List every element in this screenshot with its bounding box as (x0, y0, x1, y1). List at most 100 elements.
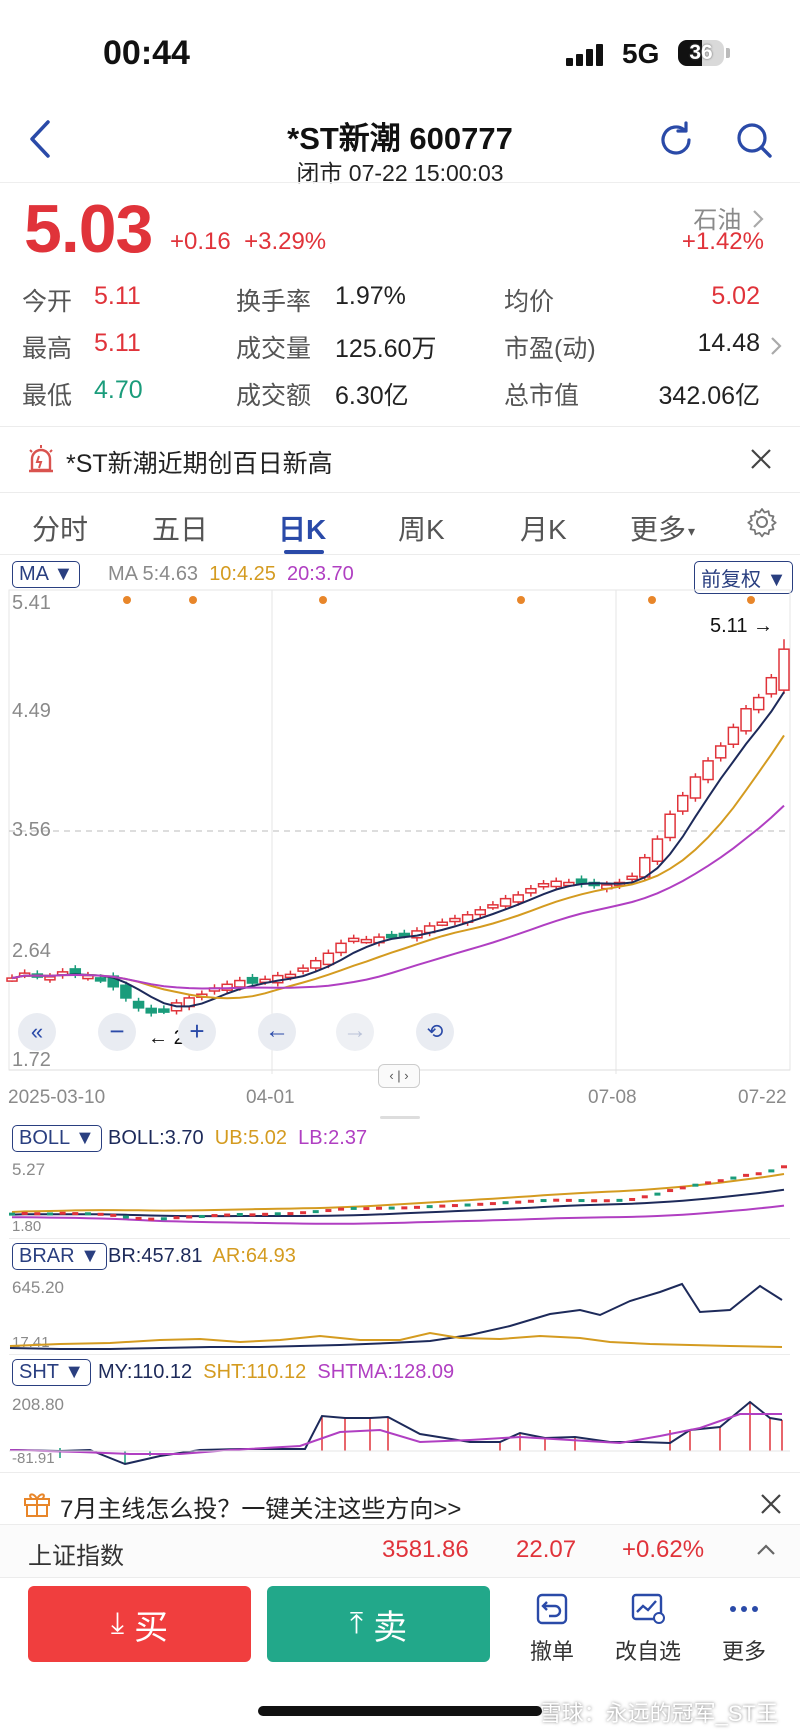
ma-selector[interactable]: MA ▼ (12, 561, 81, 588)
stat-label: 成交额 (236, 382, 312, 410)
sell-button[interactable]: ⤒ 卖 (267, 1586, 490, 1662)
candle-body (449, 917, 461, 923)
boll-candle (72, 1212, 79, 1216)
search-icon[interactable] (734, 120, 774, 160)
brar-chart (9, 1282, 783, 1350)
sector-link[interactable]: 石油 (693, 200, 764, 236)
adjust-selector[interactable]: 前复权 ▼ (694, 561, 794, 594)
home-indicator[interactable] (258, 1706, 542, 1716)
boll-selector-label: BOLL (19, 1127, 70, 1149)
tab-week-k[interactable]: 周K (398, 514, 445, 545)
close-icon[interactable] (750, 448, 772, 475)
candle-body (512, 894, 524, 903)
sht-legend: MY:110.12 SHT:110.12 SHTMA:128.09 (98, 1361, 454, 1384)
boll-candle (540, 1199, 547, 1203)
stat-value: 5.11 (94, 282, 141, 310)
edit-watchlist-label: 改自选 (614, 1639, 681, 1664)
candle-body (499, 897, 512, 907)
boll-candle (160, 1217, 167, 1221)
tab-day-k[interactable]: 日K (278, 514, 327, 545)
brar-selector[interactable]: BRAR ▼ (12, 1243, 107, 1270)
boll-candle (743, 1173, 750, 1177)
y-label: 5.41 (12, 592, 51, 614)
y-label: 3.56 (12, 819, 51, 841)
boll-candle (236, 1212, 243, 1216)
index-row[interactable] (0, 1525, 800, 1577)
stat-label: 最低 (22, 382, 73, 410)
boll-candle (603, 1199, 610, 1203)
boll-candle (768, 1169, 775, 1173)
pan-left-button[interactable]: ← (258, 1013, 296, 1051)
caret-down-icon: ▼ (74, 1127, 95, 1149)
battery-level: 36 (689, 41, 713, 64)
boll-candle (477, 1202, 484, 1206)
boll-candle (173, 1216, 180, 1220)
stat-label: 换手率 (236, 288, 312, 316)
x-label: 07-22 (738, 1087, 787, 1108)
tabs-divider (0, 554, 800, 555)
cancel-order-button[interactable]: 撤单 (512, 1590, 592, 1666)
panel-resize-handle[interactable] (380, 1116, 420, 1119)
boll-candle (97, 1212, 104, 1216)
zoom-minus-button[interactable]: − (98, 1013, 136, 1051)
brar-selector-label: BRAR (19, 1245, 75, 1267)
sell-label: 卖 (373, 1608, 408, 1647)
ar-value: AR:64.93 (212, 1245, 296, 1267)
ma-selector-label: MA (19, 563, 48, 585)
y-label: 2.64 (12, 940, 51, 962)
boll-candle (705, 1181, 712, 1185)
boll-candle (135, 1216, 142, 1220)
ma20-value: 20:3.70 (287, 563, 354, 585)
promo-link[interactable]: 7月主线怎么投？一键关注这些方向>> (60, 1496, 462, 1523)
battery-icon: 36 (678, 40, 724, 66)
event-dot (648, 596, 656, 604)
tab-month-k[interactable]: 月K (520, 514, 567, 545)
refresh-icon[interactable] (656, 120, 696, 160)
candle-body (626, 875, 638, 881)
zoom-plus-button[interactable]: + (178, 1013, 216, 1051)
tab-wuri[interactable]: 五日 (152, 514, 209, 545)
boll-candle (300, 1211, 307, 1215)
index-change: 22.07 (516, 1536, 577, 1563)
tab-fenshi[interactable]: 分时 (32, 514, 89, 545)
zoom-out-button[interactable]: « (18, 1013, 56, 1051)
pan-right-button[interactable]: → (336, 1013, 374, 1051)
brar-y-bottom: 17.41 (12, 1334, 50, 1351)
more-button[interactable]: 更多 (704, 1590, 784, 1666)
event-markers (123, 596, 755, 604)
boll-selector[interactable]: BOLL ▼ (12, 1125, 102, 1152)
index-change-pct: +0.62% (622, 1536, 705, 1563)
edit-watchlist-button[interactable]: 改自选 (608, 1590, 688, 1666)
buy-button[interactable]: ⤓ 买 (28, 1586, 251, 1662)
chevron-right-icon[interactable] (770, 336, 782, 361)
ma20-line (11, 804, 785, 990)
reset-view-button[interactable]: ⟲ (416, 1013, 454, 1051)
boll-candle (515, 1200, 522, 1204)
boll-y-bottom: 1.80 (12, 1218, 42, 1235)
boll-candle (755, 1172, 762, 1176)
back-icon[interactable] (22, 118, 62, 160)
chevron-up-icon[interactable] (756, 1542, 776, 1561)
kline-chart[interactable] (0, 588, 800, 1108)
drag-handle[interactable]: ‹ | › (378, 1064, 420, 1088)
x-label: 07-08 (588, 1087, 637, 1108)
boll-candle (464, 1203, 471, 1207)
boll-chart (9, 1165, 787, 1225)
signal-icon (566, 44, 606, 66)
candle-body (436, 921, 449, 926)
boll-candle (325, 1209, 332, 1213)
event-dot (123, 596, 131, 604)
boll-candle (110, 1213, 117, 1217)
sht-selector[interactable]: SHT ▼ (12, 1359, 91, 1386)
boll-candle (781, 1165, 787, 1169)
boll-candle (34, 1212, 41, 1216)
brar-legend: BR:457.81 AR:64.93 (108, 1245, 296, 1268)
sell-icon: ⤒ (349, 1607, 364, 1640)
boll-candle (186, 1215, 193, 1219)
candles (6, 639, 790, 1017)
close-icon[interactable] (760, 1493, 782, 1520)
tab-more[interactable]: 更多 ▾ (630, 508, 695, 548)
candle-body (474, 909, 487, 916)
gear-icon[interactable] (746, 506, 778, 543)
candle-body (765, 676, 778, 695)
